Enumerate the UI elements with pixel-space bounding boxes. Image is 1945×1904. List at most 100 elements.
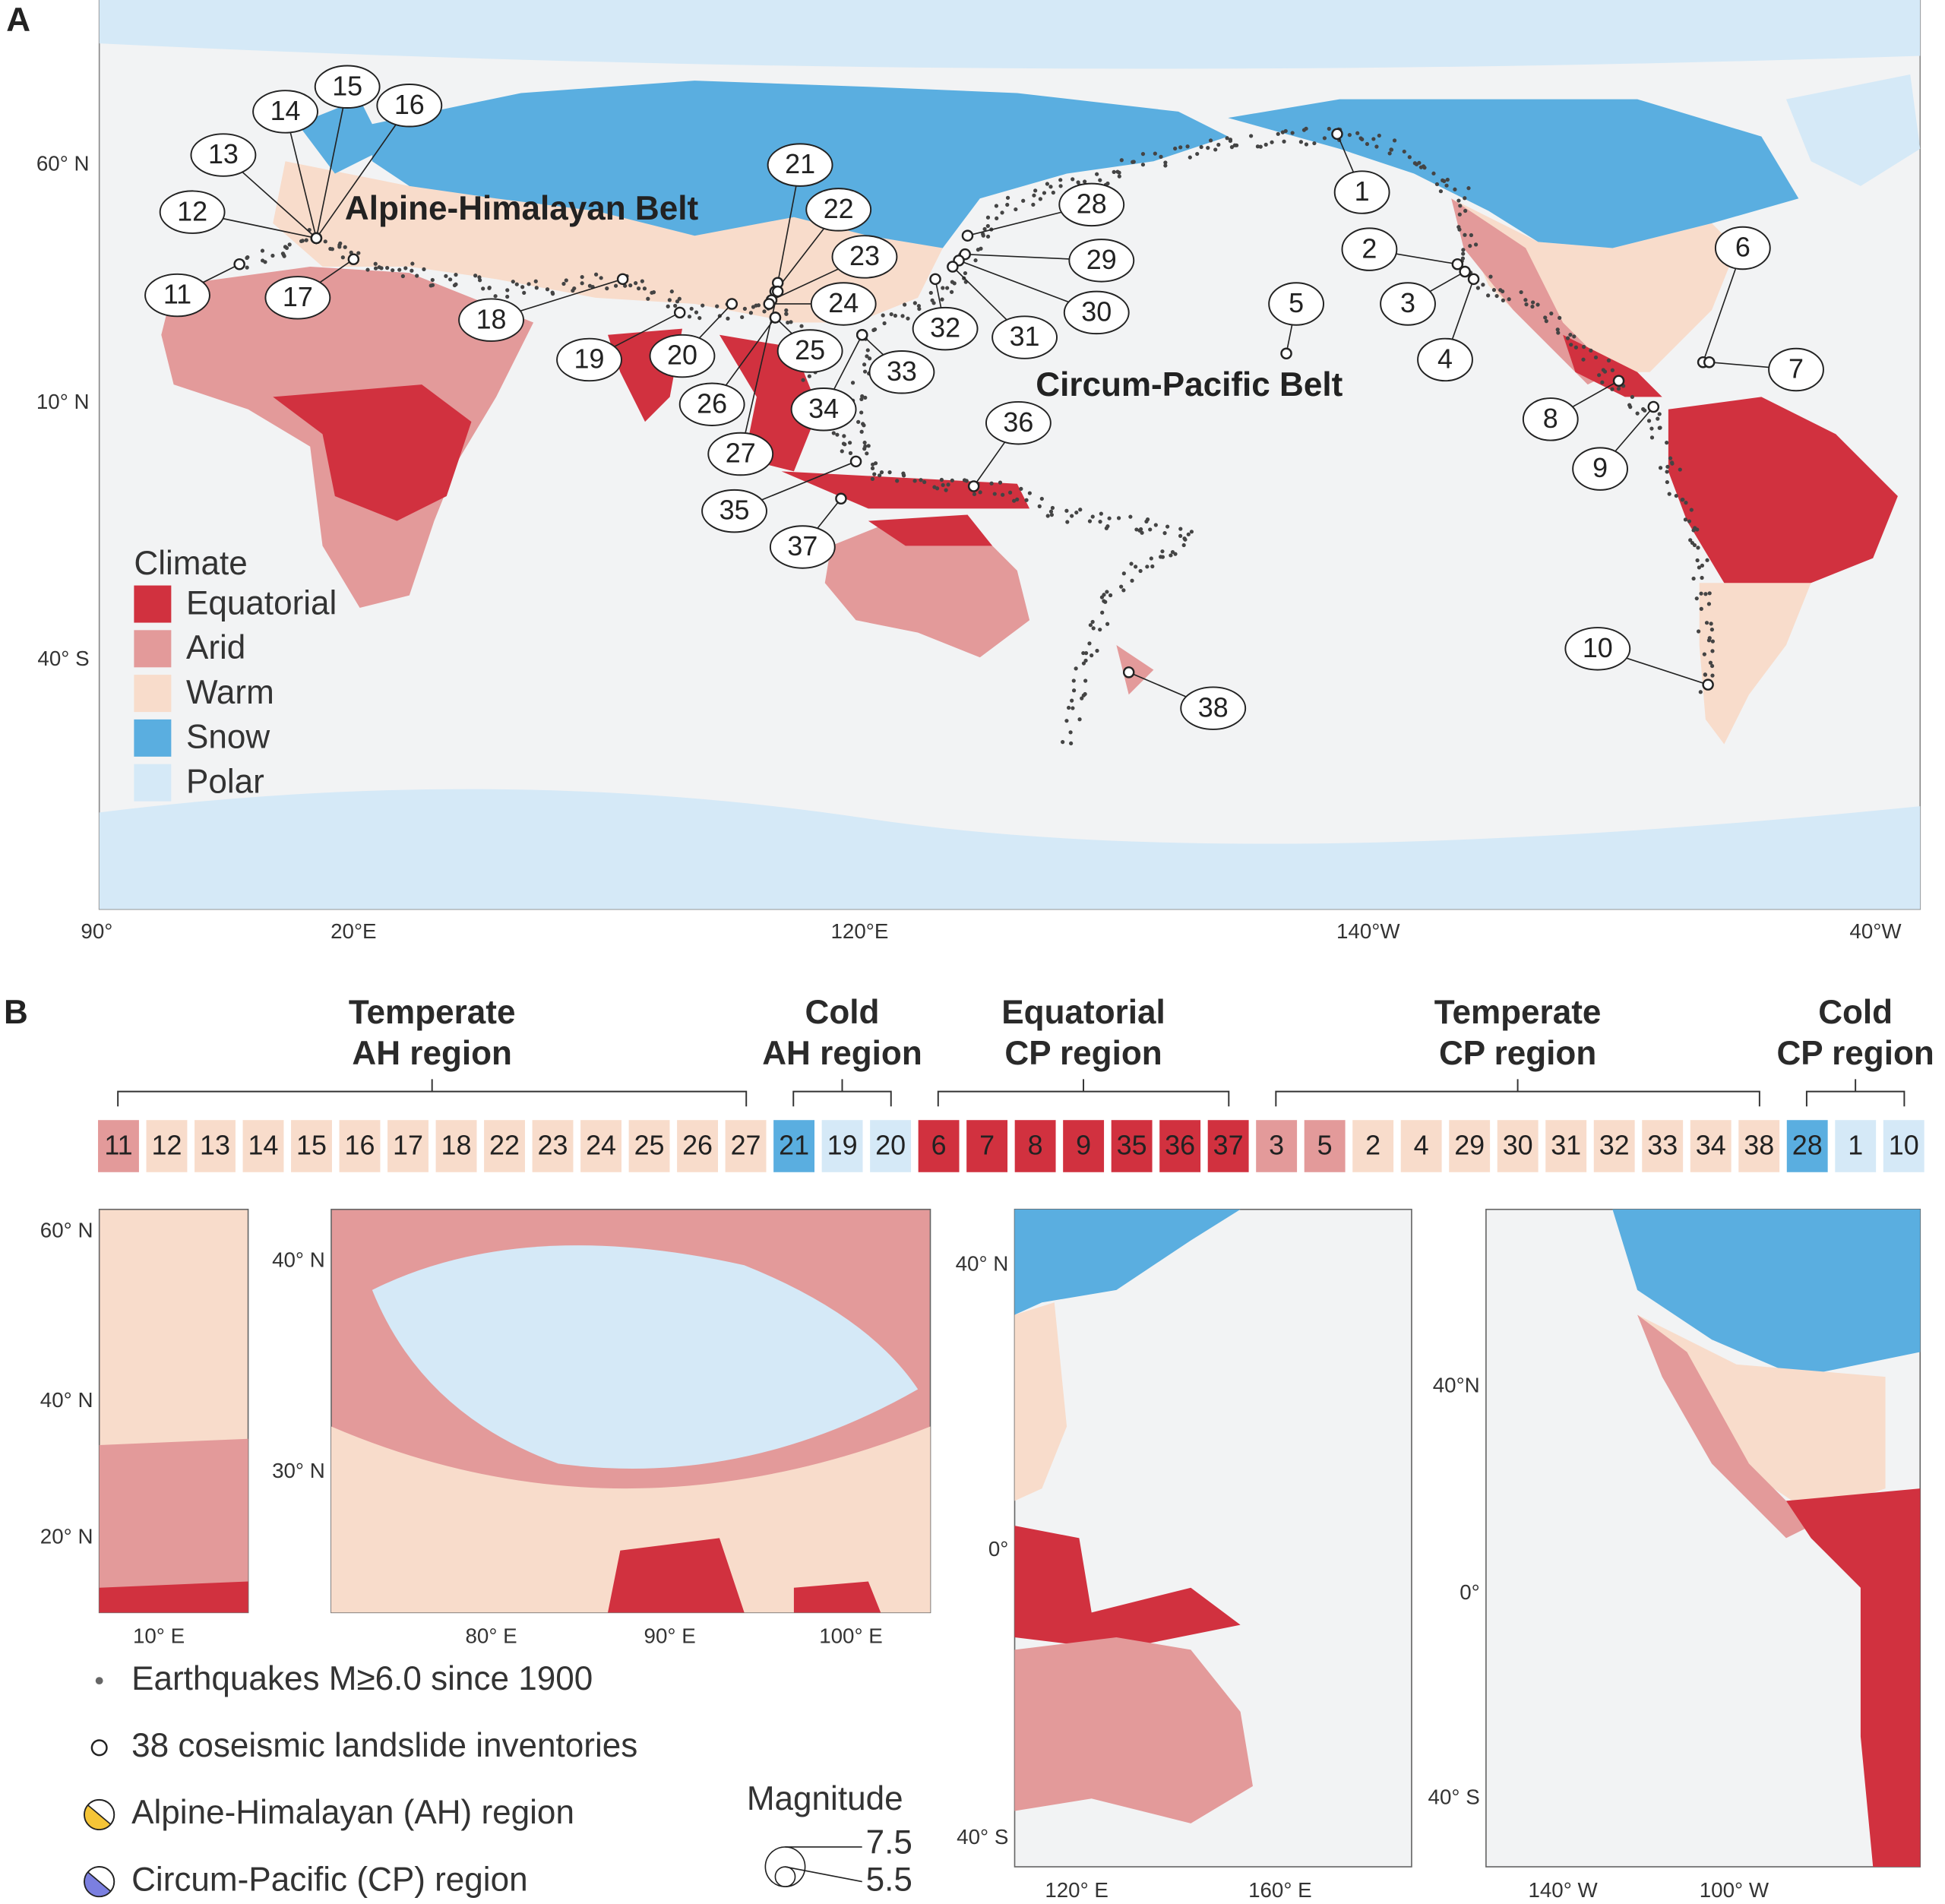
site-label-bubble: [264, 276, 331, 320]
site-box-label: 24: [586, 1130, 616, 1161]
land: [273, 384, 472, 521]
earthquake-dot: [1068, 730, 1073, 735]
site-box: [194, 1120, 236, 1172]
site-box: [98, 1120, 139, 1172]
arctic: [99, 0, 1921, 69]
site-box-label: 38: [1744, 1130, 1774, 1161]
site-box-label: 13: [200, 1130, 230, 1161]
earthquake-dot: [985, 234, 991, 239]
y-tick-label: 30° N: [272, 1459, 325, 1482]
site-box: [1352, 1120, 1394, 1172]
earthquake-dot: [1129, 561, 1134, 566]
land: [1612, 1209, 1921, 1377]
site-box-label: 25: [634, 1130, 665, 1161]
earthquake-dot: [1071, 706, 1075, 710]
earthquake-dot: [1048, 509, 1054, 514]
earthquake-dot: [1431, 171, 1436, 176]
earthquake-dot: [1128, 514, 1133, 519]
earthquake-dot: [1365, 141, 1370, 147]
site-box-label: 33: [1647, 1130, 1678, 1161]
earthquake-dot: [1074, 666, 1078, 671]
earthquake-dot: [1519, 289, 1523, 295]
site-box: [1159, 1120, 1201, 1172]
earthquake-dot: [1032, 193, 1036, 198]
region-title: CP region: [1004, 1035, 1162, 1072]
earthquake-dot: [1090, 619, 1095, 625]
antarctica: [99, 789, 1921, 909]
site-box: [918, 1120, 960, 1172]
earthquake-dot: [1456, 198, 1461, 203]
earthquake-dot: [605, 286, 609, 291]
earthquake-dot: [377, 265, 381, 270]
earthquake-dot: [856, 419, 861, 424]
earthquake-dot: [848, 451, 853, 456]
earthquake-dot: [784, 308, 789, 313]
earthquake-dot: [1178, 145, 1183, 150]
earthquake-dot: [985, 215, 991, 220]
site-label-bubble: [1058, 182, 1125, 227]
earthquake-dot: [1163, 160, 1168, 165]
earthquake-dot: [1322, 136, 1327, 141]
land: [1228, 99, 1799, 248]
y-tick-label: 40° S: [37, 647, 89, 670]
site-label-bubble: [1341, 227, 1398, 271]
earthquake-dot: [533, 279, 538, 283]
earthquake-dot: [835, 432, 840, 437]
earthquake-dot: [1627, 403, 1632, 407]
site-box: [484, 1120, 525, 1172]
legend-label: Alpine-Himalayan (AH) region: [131, 1794, 574, 1831]
site-box: [1738, 1120, 1780, 1172]
x-tick-label: 140°W: [1336, 919, 1400, 943]
land: [1014, 1526, 1241, 1650]
earthquake-dot: [1500, 289, 1505, 294]
earthquake-dot: [1083, 651, 1089, 656]
earthquake-dot: [263, 260, 267, 264]
site-box-label: 1: [1848, 1130, 1863, 1161]
earthquake-dot: [1290, 131, 1295, 135]
earthquake-dot: [1083, 179, 1087, 184]
site-label-bubble: [868, 350, 935, 394]
earthquake-dot: [1678, 467, 1682, 472]
earthquake-dot: [1709, 663, 1715, 669]
earthquake-dot: [1481, 283, 1485, 287]
earthquake-dot: [1707, 591, 1712, 596]
earthquake-dot: [865, 354, 869, 359]
x-tick-label: 80° E: [465, 1624, 517, 1647]
earthquake-dot: [1665, 440, 1669, 445]
earthquake-dot: [740, 315, 745, 320]
site-box-label: 2: [1365, 1130, 1380, 1161]
earthquake-dot: [1098, 178, 1102, 182]
legend-swatch: [134, 719, 172, 757]
site-box: [387, 1120, 429, 1172]
site-box: [1207, 1120, 1249, 1172]
earthquake-dot: [1597, 373, 1602, 378]
site-label-bubble: [159, 190, 226, 234]
site-box-label: 28: [1792, 1130, 1823, 1161]
earthquake-dot: [1708, 660, 1713, 665]
site-label: 19: [574, 343, 605, 375]
earthquake-dot: [1601, 368, 1605, 372]
earthquake-dot: [646, 296, 650, 301]
site-label: 8: [1543, 403, 1558, 434]
earthquake-dot: [1507, 297, 1511, 302]
earthquake-dot: [1037, 504, 1042, 508]
earthquake-dot: [1688, 538, 1693, 542]
earthquake-dot: [1501, 298, 1505, 302]
earthquake-dot: [1105, 590, 1109, 594]
earthquake-dot: [304, 238, 308, 242]
earthquake-dot: [527, 282, 531, 286]
earthquake-dot: [1555, 327, 1560, 332]
x-tick-label: 100° E: [819, 1624, 883, 1647]
earthquake-dot: [865, 348, 870, 353]
earthquake-dot: [1649, 426, 1654, 431]
site-box-label: 37: [1213, 1130, 1244, 1161]
site-point: [771, 285, 784, 298]
earthquake-dot: [1045, 182, 1050, 186]
earthquake-dot: [1710, 673, 1715, 678]
earthquake-dot: [429, 283, 433, 288]
earthquake-dot: [550, 292, 555, 296]
region-bracket: [1805, 1079, 1905, 1107]
earthquake-dot: [1178, 533, 1183, 539]
earthquake-dot: [564, 278, 568, 283]
earthquake-dot: [1556, 331, 1561, 335]
